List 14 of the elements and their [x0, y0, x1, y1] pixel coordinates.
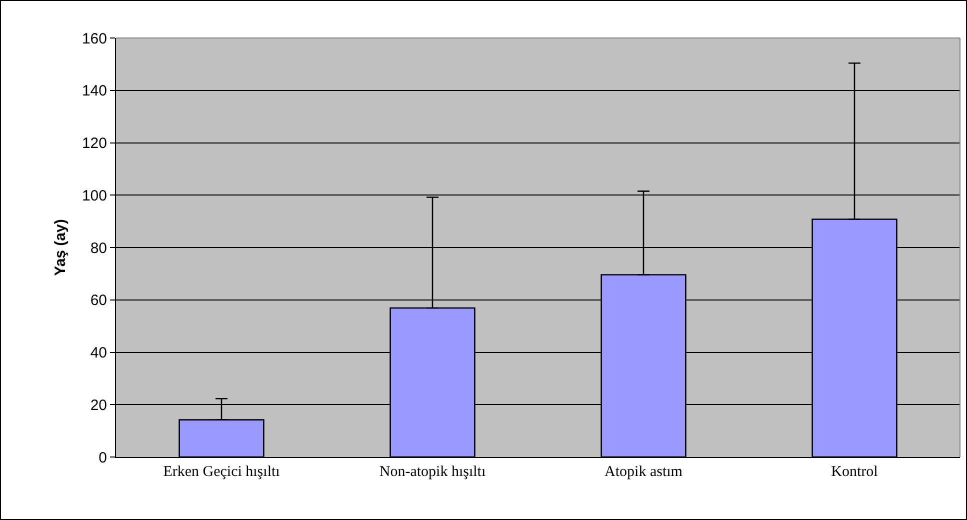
y-tick-label: 20 — [90, 396, 107, 414]
y-tick-label: 80 — [90, 240, 107, 257]
y-tick-label: 140 — [82, 82, 107, 100]
y-tick-label: 60 — [90, 292, 107, 310]
y-tick-label: 40 — [90, 344, 107, 362]
y-tick-label: 0 — [98, 449, 107, 466]
x-tick-label: Atopik astım — [604, 464, 683, 480]
x-tick-label: Erken Geçici hışıltı — [163, 464, 280, 480]
y-tick-label: 120 — [82, 135, 107, 152]
x-tick-label: Kontrol — [831, 464, 878, 480]
y-axis-title: Yaş (ay) — [52, 219, 70, 276]
y-tick-label: 160 — [82, 30, 107, 48]
y-tick-label: 100 — [82, 187, 107, 204]
x-tick-label: Non-atopik hışıltı — [379, 464, 486, 480]
